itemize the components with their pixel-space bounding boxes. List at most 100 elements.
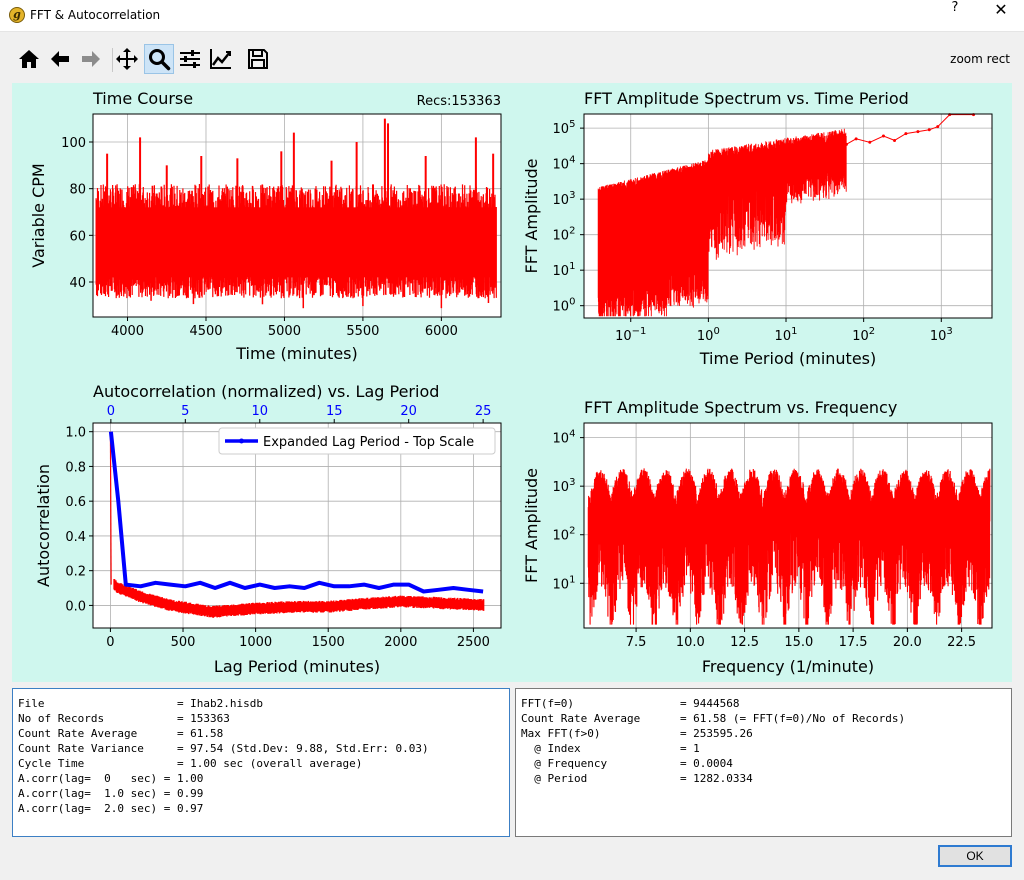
x-tick-label: 103 [930,326,953,344]
y-tick-label: 1.0 [65,426,86,441]
zoom-icon [149,49,171,71]
back-button[interactable] [45,44,75,74]
window-title: FFT & Autocorrelation [30,8,161,22]
fft-period-point [927,128,931,132]
x-tick-label: 7.5 [626,635,647,650]
axes-frame [583,422,993,629]
y-tick-label: 60 [69,229,86,244]
y-tick-label: 102 [553,526,576,544]
fft-period-point [844,142,848,146]
x-tick-label: 0 [106,635,114,650]
x-tick-label: 2000 [384,635,417,650]
fft-period-chart: 10−1 100 101 102 103 100 101 102 103 104 105 FFT Am… [522,89,993,368]
help-button[interactable]: ? [951,0,959,15]
fft-period-series [597,128,847,317]
pan-icon [116,48,138,70]
home-button[interactable] [14,44,44,74]
x-tick-label: 102 [852,326,875,344]
y-tick-label: 100 [61,136,86,151]
chart-title: Time Course [92,89,193,108]
top-x-tick-label: 25 [475,404,492,419]
zoom-button[interactable] [144,44,174,74]
y-tick-label: 104 [553,429,576,447]
fft-frequency-series [587,468,991,625]
save-button[interactable] [243,44,273,74]
x-tick-label: 1500 [312,635,345,650]
y-tick-label: 101 [553,574,576,592]
y-tick-label: 100 [553,297,576,315]
records-count: Recs:153363 [417,94,501,109]
y-tick-label: 40 [69,276,86,291]
y-axis-label: Autocorrelation [34,464,53,587]
x-tick-label: 4000 [111,324,144,339]
time-course-dense-band [96,207,497,278]
toolbar-status-message: zoom rect [950,52,1010,66]
statistics-text-right: FFT(f=0) = 9444568 Count Rate Average = … [521,697,906,785]
x-axis-label: Frequency (1/minute) [702,657,874,676]
back-icon [51,51,69,67]
legend-label: Expanded Lag Period - Top Scale [263,435,474,450]
x-tick-label: 10−1 [615,326,646,344]
close-button[interactable]: ✕ [994,0,1008,19]
legend: Expanded Lag Period - Top Scale [218,427,496,455]
x-tick-label: 500 [171,635,196,650]
statistics-text-left: File = Ihab2.hisdb No of Records = 15336… [18,697,429,815]
y-tick-label: 80 [69,183,86,198]
figure-canvas[interactable]: 4000 4500 5000 5500 6000 40 60 80 100 Time Course… [12,83,1012,682]
legend-marker [239,438,244,444]
home-icon [19,50,39,68]
y-tick-label: 0.6 [65,495,86,510]
x-axis-label: Time Period (minutes) [699,349,876,368]
y-axis-label: FFT Amplitude [522,468,541,583]
y-tick-label: 104 [553,155,576,173]
x-tick-label: 5000 [268,324,301,339]
x-tick-label: 1000 [239,635,272,650]
y-tick-label: 0.4 [65,530,86,545]
x-tick-label: 22.5 [947,635,976,650]
y-tick-label: 103 [553,190,576,208]
axes-frame [92,113,502,318]
edit-axis-button[interactable] [206,44,236,74]
app-icon: g [9,7,25,23]
autocorrelation-initial-drop [109,431,112,585]
top-x-tick-label: 15 [326,404,343,419]
y-tick-label: 101 [553,261,576,279]
fft-period-point [893,138,897,142]
save-icon [248,49,268,69]
fft-period-point [904,132,908,136]
x-tick-label: 20.0 [893,635,922,650]
autocorrelation-series [113,579,485,618]
x-axis-label: Time (minutes) [235,344,358,363]
x-tick-label: 10.0 [676,635,705,650]
y-tick-label: 0.0 [65,599,86,614]
axes-frame [92,422,502,629]
top-x-tick-label: 0 [107,404,115,419]
y-tick-label: 103 [553,477,576,495]
x-tick-label: 100 [697,326,720,344]
fft-period-point [916,130,920,134]
statistics-panel-left[interactable]: File = Ihab2.hisdb No of Records = 15336… [12,688,510,837]
x-axis-label: Lag Period (minutes) [214,657,380,676]
top-x-tick-label: 20 [400,404,417,419]
fft-period-point [854,137,858,141]
chart-title: Autocorrelation (normalized) vs. Lag Per… [93,382,439,401]
x-tick-label: 15.0 [784,635,813,650]
forward-icon [82,51,100,67]
y-tick-label: 105 [553,119,576,137]
forward-button[interactable] [76,44,106,74]
pan-button[interactable] [112,44,142,74]
x-tick-label: 6000 [425,324,458,339]
top-x-tick-label: 10 [252,404,269,419]
x-tick-label: 5500 [346,324,379,339]
ok-button[interactable]: OK [938,845,1012,867]
autocorrelation-chart: 0 500 1000 1500 2000 2500 0.0 0.2 0.4 0.6 0.8 1.0 0 5… [34,382,502,676]
statistics-panel-right[interactable]: FFT(f=0) = 9444568 Count Rate Average = … [515,688,1012,837]
fft-frequency-chart: 7.5 10.0 12.5 15.0 17.5 20.0 22.5 101 102 103 104 F… [522,398,993,676]
title-bar: g FFT & Autocorrelation ? ✕ [0,0,1024,32]
x-tick-label: 4500 [189,324,222,339]
y-axis-label: FFT Amplitude [522,159,541,274]
y-tick-label: 0.2 [65,565,86,580]
toolbar-separator [112,48,113,72]
configure-subplots-button[interactable] [175,44,205,74]
